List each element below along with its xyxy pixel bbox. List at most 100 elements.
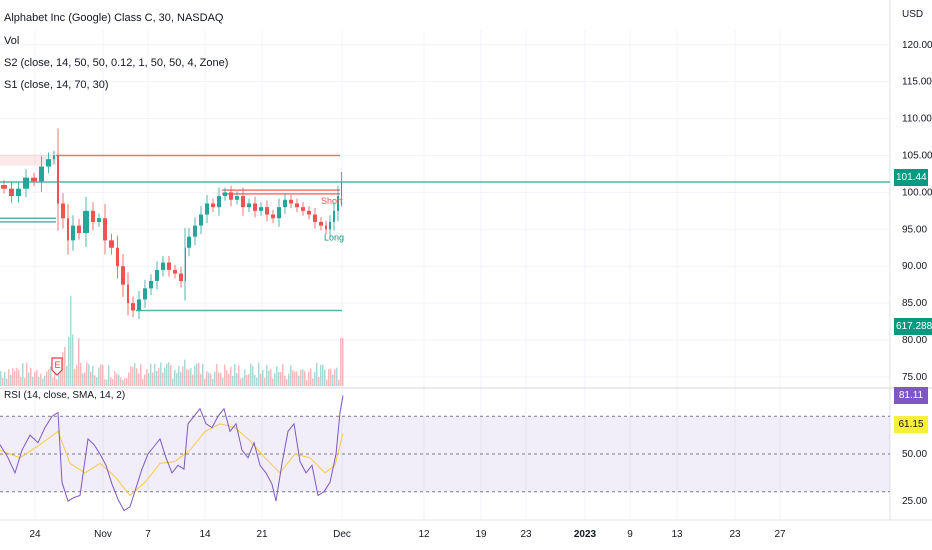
time-tick-label: 27 [774, 529, 786, 540]
volume-bar [336, 367, 338, 386]
earnings-marker-icon: E [51, 357, 63, 376]
volume-bar [16, 367, 18, 386]
volume-bar [312, 378, 314, 386]
volume-bar [38, 377, 40, 386]
rsi-ma-badge: 61.15 [894, 416, 928, 433]
volume-bar [192, 374, 194, 386]
volume-bar [138, 373, 140, 386]
price-candle [109, 240, 114, 248]
price-candle [67, 218, 69, 241]
price-candle [319, 221, 323, 226]
volume-bar [106, 379, 108, 386]
volume-bar [166, 363, 168, 386]
zone-highlight [0, 154, 56, 166]
volume-bar [208, 372, 210, 386]
rsi-value-badge: 81.11 [894, 387, 928, 404]
volume-bar [214, 371, 216, 386]
volume-bar [188, 370, 190, 386]
price-candle [103, 218, 107, 241]
volume-bar [28, 372, 30, 386]
price-candle [31, 177, 37, 182]
volume-bar [206, 371, 208, 386]
volume-bar [320, 364, 322, 386]
volume-bar [20, 376, 22, 386]
rsi-tick-label: 25.00 [902, 496, 927, 507]
s1-indicator-label[interactable]: S1 (close, 14, 70, 30) [4, 79, 109, 91]
price-candle [325, 225, 327, 230]
volume-bar [202, 363, 204, 386]
volume-bar [218, 372, 220, 386]
volume-bar [322, 364, 324, 386]
volume-bar [316, 362, 318, 386]
price-candle [313, 214, 317, 222]
volume-bar [226, 370, 228, 386]
volume-bar [264, 377, 266, 386]
volume-bar [22, 363, 24, 386]
volume-bar [122, 379, 124, 386]
volume-bar [162, 372, 164, 386]
price-candle [1, 185, 7, 189]
volume-bar [288, 373, 290, 386]
volume-bar [156, 371, 158, 386]
volume-bar [196, 363, 198, 386]
volume-bar [224, 364, 226, 386]
volume-indicator-label[interactable]: Vol [4, 35, 20, 47]
price-candle [149, 280, 153, 289]
volume-bar [180, 372, 182, 386]
volume-bar [260, 373, 262, 386]
volume-bar [270, 369, 272, 386]
price-candle [116, 247, 119, 267]
volume-bar [198, 362, 200, 386]
volume-bar [216, 363, 218, 386]
price-candle [173, 269, 177, 274]
volume-bar [190, 368, 192, 386]
volume-bar [242, 377, 244, 386]
price-candle [247, 203, 251, 208]
price-candle [155, 269, 159, 281]
rsi-tick-label: 50.00 [902, 449, 927, 460]
volume-bar [2, 377, 4, 386]
time-tick-label: Nov [94, 529, 112, 540]
volume-bar [210, 374, 212, 386]
volume-bar [98, 367, 100, 386]
price-candle [241, 196, 245, 208]
price-tick-label: 95.00 [902, 224, 927, 235]
price-candle [185, 247, 186, 281]
volume-bar [32, 376, 34, 386]
s2-indicator-label[interactable]: S2 (close, 14, 50, 50, 0.12, 1, 50, 50, … [4, 57, 229, 69]
volume-bar [172, 378, 174, 386]
volume-bar [258, 362, 260, 386]
rsi-indicator-label[interactable]: RSI (14, close, SMA, 14, 2) [4, 390, 126, 401]
volume-bar [174, 370, 176, 386]
price-candle [39, 166, 44, 182]
volume-bar [26, 362, 28, 386]
time-tick-label: 24 [29, 529, 41, 540]
volume-bar [342, 338, 344, 386]
volume-bar [186, 369, 188, 386]
volume-bar [6, 378, 8, 386]
volume-bar [108, 365, 110, 386]
volume-bar [334, 369, 336, 386]
volume-bar [36, 370, 38, 386]
volume-bar [100, 364, 102, 386]
volume-bar [136, 368, 138, 386]
volume-bar [130, 366, 132, 386]
price-candle [271, 214, 275, 219]
volume-badge: 617.288K [894, 318, 932, 335]
volume-bar [62, 352, 64, 386]
time-tick-label: 21 [256, 529, 268, 540]
price-tick-label: 85.00 [902, 298, 927, 309]
price-tick-label: 75.00 [902, 372, 927, 383]
price-candle [97, 218, 101, 222]
symbol-title[interactable]: Alphabet Inc (Google) Class C, 30, NASDA… [4, 12, 224, 24]
price-candle [337, 196, 339, 211]
volume-bar [276, 366, 278, 386]
currency-label: USD [902, 9, 924, 20]
volume-bar [14, 371, 16, 386]
price-candle [229, 192, 233, 200]
time-tick-label: 13 [671, 529, 683, 540]
time-tick-label: 12 [418, 529, 430, 540]
volume-bar [246, 375, 248, 386]
volume-bar [42, 378, 44, 386]
